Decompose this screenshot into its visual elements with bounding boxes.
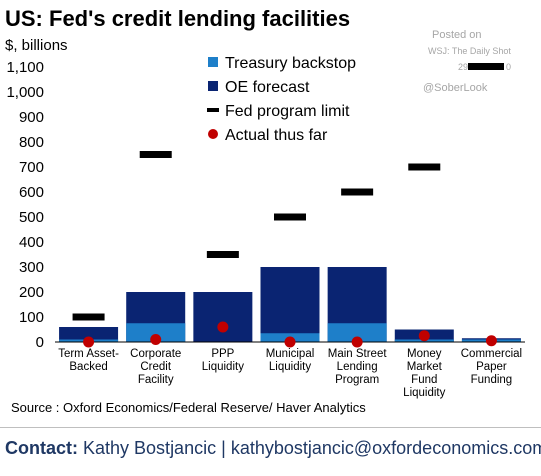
divider [0, 427, 541, 428]
x-tick-label-line: Backed [69, 361, 107, 373]
y-tick-label: 1,100 [6, 59, 44, 76]
y-tick-label: 100 [19, 309, 44, 326]
y-tick-label: 600 [19, 184, 44, 201]
x-tick-label-line: Term Asset- [58, 348, 119, 360]
marker-fed-limit [139, 151, 172, 158]
marker-fed-limit [341, 188, 374, 196]
bar-oe-forecast [59, 327, 119, 342]
watermark-date-suffix: 0 [506, 62, 512, 72]
legend-swatch-treasury [208, 57, 218, 67]
bar-oe-forecast [193, 292, 253, 342]
x-tick-label: Municipal Liquidity [266, 348, 315, 373]
y-tick-label: 500 [19, 209, 44, 226]
legend-label: Fed program limit [225, 103, 350, 120]
source-note: Source : Oxford Economics/Federal Reserv… [11, 400, 366, 415]
x-tick-label-line: Fund [411, 374, 437, 386]
y-tick-label: 700 [19, 159, 44, 176]
y-tick-label: 400 [19, 234, 44, 251]
marker-actual [351, 336, 363, 348]
x-tick-label: Commercial Paper Funding [461, 348, 522, 386]
x-tick-label-line: Paper [476, 361, 507, 373]
contact-line: Contact: Kathy Bostjancic | kathybostjan… [5, 438, 541, 459]
marker-actual [217, 321, 229, 333]
y-tick-label: 200 [19, 284, 44, 301]
marker-fed-limit [274, 213, 306, 221]
contact-label: Contact: [5, 438, 78, 458]
x-tick-label-line: Commercial [461, 348, 522, 360]
y-tick-label: 800 [19, 134, 44, 151]
x-tick-label-line: Market [407, 361, 443, 373]
y-tick-label: 1,000 [6, 84, 44, 101]
marker-actual [150, 334, 162, 345]
x-tick-label-line: Liquidity [269, 361, 311, 373]
watermark-date-prefix: 29 [458, 62, 469, 72]
y-tick-label: 900 [19, 109, 44, 126]
marker-fed-limit [72, 313, 105, 321]
x-tick-label-line: Main Street [328, 348, 388, 360]
bar-treasury-backstop [327, 323, 387, 342]
bar-oe-forecast [260, 267, 320, 342]
legend-swatch-actual [208, 129, 218, 139]
contact-separator: | [221, 438, 226, 458]
x-tick-label: Money Market Fund Liquidity [403, 348, 445, 399]
marker-fed-limit [408, 163, 441, 171]
marker-actual [418, 330, 430, 342]
y-tick-label: 300 [19, 259, 44, 276]
legend-label: Actual thus far [225, 127, 328, 144]
x-tick-label-line: Program [335, 374, 379, 386]
x-tick-label: Corporate Credit Facility [130, 348, 181, 386]
x-tick-label: PPP Liquidity [202, 348, 244, 373]
bar-treasury-backstop [126, 323, 186, 342]
x-tick-label: Main Street Lending Program [328, 348, 388, 386]
contact-email[interactable]: kathybostjancic@oxfordeconomics.com [230, 438, 541, 458]
marker-fed-limit [206, 251, 239, 258]
x-tick-label-line: Facility [138, 374, 174, 386]
x-tick-label-line: Corporate [130, 348, 181, 360]
legend-label: OE forecast [225, 79, 310, 96]
legend-swatch-oe-forecast [208, 81, 218, 91]
x-tick-label-line: Municipal [266, 348, 315, 360]
x-tick-label-line: Liquidity [202, 361, 244, 373]
marker-actual [83, 336, 95, 348]
x-tick-label-line: Lending [337, 361, 378, 373]
x-tick-label-line: Credit [140, 361, 171, 373]
x-tick-label-line: PPP [211, 348, 234, 360]
marker-actual [485, 335, 497, 347]
chart-area: 0 100 200 300 400 500 600 700 800 900 1,000 1,100 Te… [6, 55, 525, 399]
chart-title: US: Fed's credit lending facilities [5, 6, 351, 31]
watermark-handle: @SoberLook [423, 82, 488, 94]
legend-swatch-fed-limit [207, 108, 219, 112]
legend-label: Treasury backstop [225, 55, 356, 72]
x-tick-label-line: Liquidity [403, 387, 445, 399]
watermark-posted: Posted on [432, 29, 482, 41]
marker-actual [284, 336, 296, 348]
x-tick-label: Term Asset-Backed [58, 348, 119, 373]
unit-label: $, billions [5, 37, 68, 54]
y-tick-label: 0 [36, 334, 44, 351]
contact-name: Kathy Bostjancic [83, 438, 217, 458]
watermark-source: WSJ: The Daily Shot [428, 46, 511, 56]
x-tick-label-line: Funding [471, 374, 513, 386]
x-tick-label-line: Money [407, 348, 442, 360]
watermark-date-redaction [468, 63, 504, 70]
